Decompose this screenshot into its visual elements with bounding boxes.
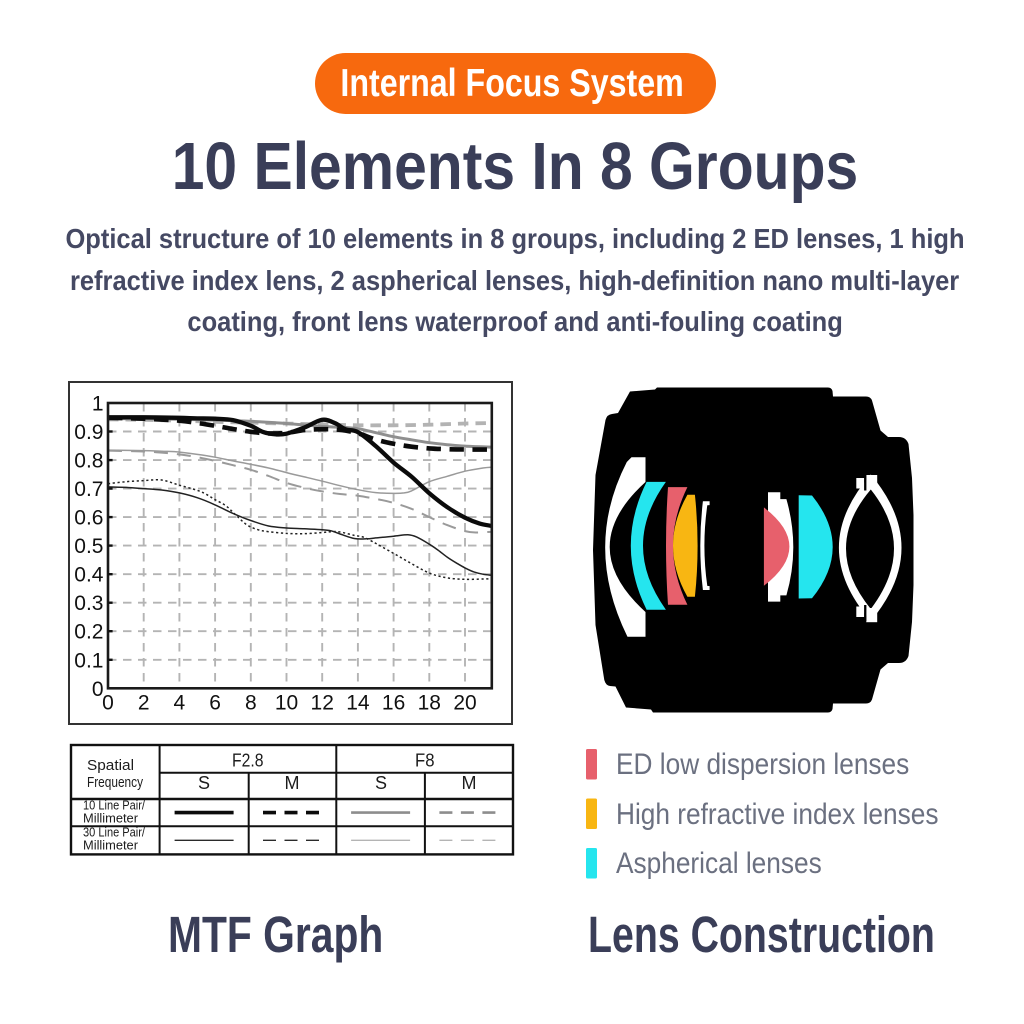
- svg-text:Frequency: Frequency: [87, 775, 144, 791]
- svg-text:12: 12: [311, 692, 334, 715]
- svg-text:6: 6: [209, 692, 221, 715]
- svg-text:2: 2: [138, 692, 150, 715]
- svg-text:0.8: 0.8: [74, 450, 103, 473]
- svg-text:0.1: 0.1: [74, 649, 103, 672]
- svg-text:Spatial: Spatial: [87, 758, 134, 774]
- svg-text:4: 4: [174, 692, 186, 715]
- svg-text:Millimeter: Millimeter: [83, 838, 139, 853]
- svg-text:S: S: [198, 773, 210, 793]
- svg-text:0.3: 0.3: [74, 592, 103, 615]
- svg-text:0.2: 0.2: [74, 621, 103, 644]
- svg-text:M: M: [462, 773, 477, 793]
- svg-text:0: 0: [92, 678, 104, 701]
- svg-text:0.7: 0.7: [74, 478, 103, 501]
- svg-text:14: 14: [346, 692, 370, 715]
- svg-text:F2.8: F2.8: [232, 751, 264, 771]
- svg-text:0.5: 0.5: [74, 535, 103, 558]
- svg-text:30 Line Pair/: 30 Line Pair/: [83, 825, 145, 840]
- svg-text:Millimeter: Millimeter: [83, 811, 139, 826]
- svg-text:18: 18: [418, 692, 441, 715]
- svg-text:20: 20: [453, 692, 476, 715]
- svg-text:0.9: 0.9: [74, 421, 103, 444]
- svg-text:F8: F8: [415, 751, 435, 771]
- svg-text:S: S: [375, 773, 387, 793]
- svg-text:16: 16: [382, 692, 405, 715]
- svg-text:0: 0: [102, 692, 114, 715]
- svg-text:1: 1: [92, 393, 104, 416]
- svg-text:8: 8: [245, 692, 257, 715]
- svg-text:10 Line Pair/: 10 Line Pair/: [83, 798, 145, 813]
- svg-text:0.4: 0.4: [74, 564, 104, 587]
- svg-text:0.6: 0.6: [74, 507, 103, 530]
- svg-text:10: 10: [275, 692, 298, 715]
- svg-text:M: M: [285, 773, 300, 793]
